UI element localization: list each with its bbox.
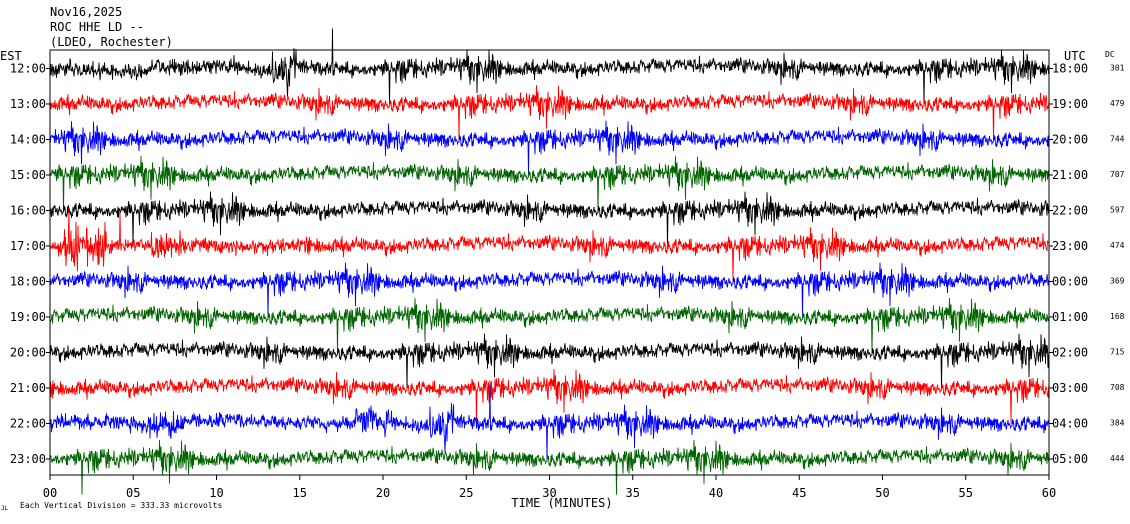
dc-value: 384: [1110, 419, 1125, 428]
utc-hour-label: 02:00: [1052, 346, 1088, 360]
trace-line: [49, 298, 1050, 353]
utc-hour-label: 20:00: [1052, 133, 1088, 147]
tick-labels: 12:00 18:00 301 13:00 19:00 479 14:00 20:00 744 1…: [10, 62, 1125, 501]
header-date: Nov16,2025: [50, 5, 122, 19]
trace-line: [49, 155, 1050, 211]
x-tick-label: 60: [1042, 486, 1056, 500]
right-axis-label: UTC: [1064, 49, 1086, 63]
trace-line: [49, 120, 1050, 176]
utc-hour-label: 21:00: [1052, 168, 1088, 182]
est-hour-label: 19:00: [10, 310, 46, 324]
trace-line: [49, 28, 1050, 105]
left-axis-label: EST: [0, 49, 22, 63]
utc-hour-label: 01:00: [1052, 310, 1088, 324]
x-axis-label: TIME (MINUTES): [511, 496, 612, 510]
x-tick-label: 20: [376, 486, 390, 500]
dc-value: 474: [1110, 241, 1125, 250]
dc-value: 744: [1110, 135, 1125, 144]
corner-mark: JL: [1, 505, 9, 512]
x-tick-label: 10: [209, 486, 223, 500]
est-hour-label: 16:00: [10, 204, 46, 218]
dc-value: 479: [1110, 99, 1125, 108]
x-tick-label: 30: [542, 486, 556, 500]
trace-line: [49, 383, 1050, 460]
dc-value: 597: [1110, 206, 1125, 215]
dc-value: 708: [1110, 383, 1125, 392]
est-hour-label: 18:00: [10, 275, 46, 289]
x-tick-label: 25: [459, 486, 473, 500]
trace-line: [49, 369, 1050, 424]
utc-hour-label: 00:00: [1052, 275, 1088, 289]
utc-hour-label: 19:00: [1052, 97, 1088, 111]
dc-value: 707: [1110, 170, 1125, 179]
trace-line: [49, 262, 1049, 318]
trace-line: [49, 208, 1050, 282]
x-tick-label: 55: [959, 486, 973, 500]
trace-line: [49, 439, 1050, 495]
est-hour-label: 20:00: [10, 346, 46, 360]
dc-value: 301: [1110, 64, 1125, 73]
x-tick-label: 40: [709, 486, 723, 500]
utc-hour-label: 18:00: [1052, 62, 1088, 76]
traces-layer: [49, 28, 1050, 495]
x-tick-label: 45: [792, 486, 806, 500]
est-hour-label: 17:00: [10, 239, 46, 253]
labels-layer: Nov16,2025 ROC HHE LD -- (LDEO, Rocheste…: [0, 5, 1115, 512]
utc-hour-label: 05:00: [1052, 452, 1088, 466]
x-tick-label: 35: [626, 486, 640, 500]
dc-value: 369: [1110, 277, 1125, 286]
est-hour-label: 15:00: [10, 168, 46, 182]
header-network: (LDEO, Rochester): [50, 35, 173, 49]
plot-frame: [49, 49, 1050, 476]
est-hour-label: 12:00: [10, 62, 46, 76]
est-hour-label: 23:00: [10, 452, 46, 466]
utc-hour-label: 04:00: [1052, 417, 1088, 431]
trace-line: [49, 85, 1050, 140]
est-hour-label: 21:00: [10, 381, 46, 395]
x-tick-label: 50: [875, 486, 889, 500]
utc-hour-label: 03:00: [1052, 381, 1088, 395]
trace-line: [49, 333, 1050, 389]
dc-value: 444: [1110, 454, 1125, 463]
dc-value: 168: [1110, 312, 1125, 321]
est-hour-label: 13:00: [10, 97, 46, 111]
x-tick-label: 00: [43, 486, 57, 500]
est-hour-label: 14:00: [10, 133, 46, 147]
dc-value: 715: [1110, 348, 1125, 357]
utc-hour-label: 23:00: [1052, 239, 1088, 253]
x-tick-label: 05: [126, 486, 140, 500]
utc-hour-label: 22:00: [1052, 204, 1088, 218]
dc-label: DC: [1105, 50, 1115, 59]
x-tick-label: 15: [293, 486, 307, 500]
est-hour-label: 22:00: [10, 417, 46, 431]
header-station: ROC HHE LD --: [50, 20, 144, 34]
trace-line: [49, 191, 1050, 247]
footer-note: Each Vertical Division = 333.33 microvol…: [20, 501, 222, 510]
